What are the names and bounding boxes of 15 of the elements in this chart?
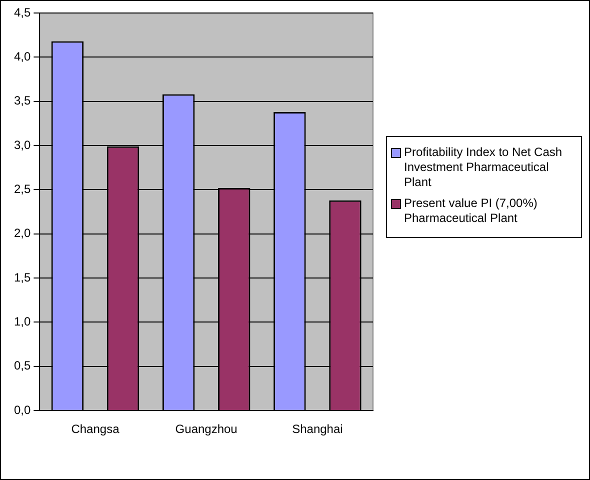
y-tick-label: 0,0 — [14, 402, 31, 417]
y-tick-label: 0,5 — [14, 358, 31, 373]
legend-label: Present value PI (7,00%) Pharmaceutical Plant — [404, 196, 538, 226]
y-tick-label: 4,0 — [14, 49, 31, 64]
y-tick-label: 4,5 — [14, 5, 31, 20]
x-tick-label: Changsa — [71, 422, 120, 436]
y-tick-label: 2,5 — [14, 182, 31, 196]
legend-label: Profitability Index to Net Cash Investment Pharmaceutical Plant — [404, 145, 564, 190]
y-tick-label: 3,0 — [14, 138, 31, 152]
x-tick-label: Guangzhou — [175, 422, 238, 436]
y-tick-label: 2,0 — [14, 226, 31, 240]
x-tick-label: Shanghai — [292, 422, 343, 436]
y-tick-label: 1,0 — [14, 314, 31, 329]
y-tick-label: 3,5 — [14, 94, 31, 108]
y-tick-label: 1,5 — [14, 270, 31, 284]
